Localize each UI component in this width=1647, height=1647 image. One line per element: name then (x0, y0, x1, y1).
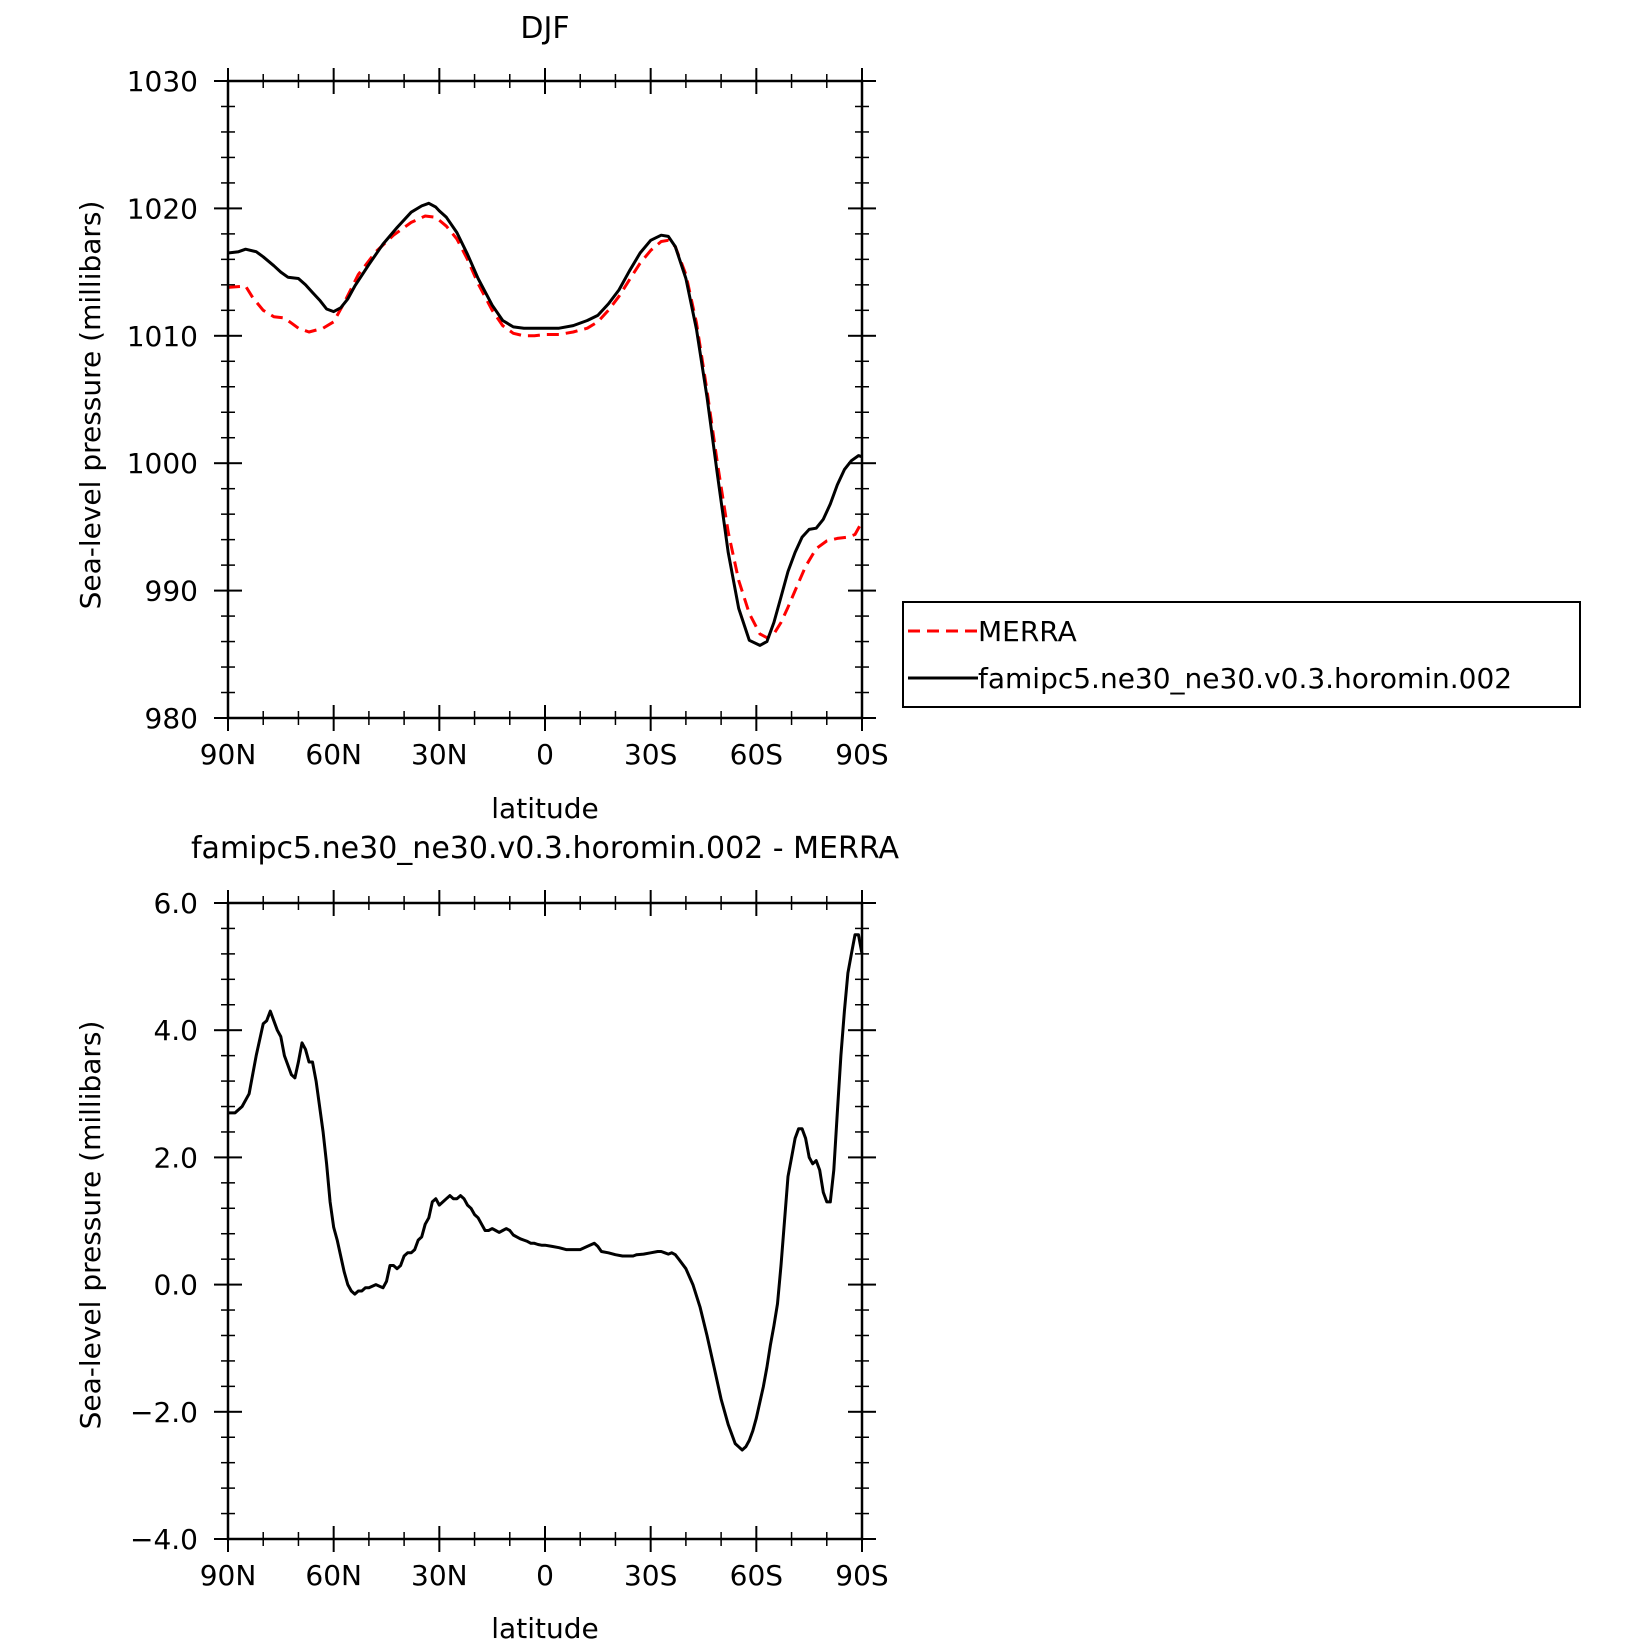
bottom-x-tick-label: 60S (730, 1559, 783, 1592)
bottom-y-axis-label: Sea-level pressure (millibars) (74, 1021, 107, 1430)
bottom-x-tick-label: 30S (624, 1559, 677, 1592)
bottom-series-line-difference (228, 933, 864, 1452)
top-chart-title: DJF (520, 11, 569, 46)
top-x-tick-label: 90N (200, 738, 257, 771)
top-y-tick-label: 1010 (127, 320, 198, 353)
bottom-x-tick-label: 0 (536, 1559, 554, 1592)
bottom-axis-ticks: 90N 60N 30N 0 30S 60S 90S −4.0 −2.0 0.0 2.0 4.0 6.0 (130, 887, 889, 1592)
top-y-tick-label: 980 (145, 702, 198, 735)
bottom-y-tick-label: 6.0 (153, 887, 198, 920)
top-x-tick-label: 0 (536, 738, 554, 771)
top-y-tick-label: 1000 (127, 447, 198, 480)
top-plot-frame (226, 79, 864, 720)
top-y-axis-label: Sea-level pressure (millibars) (74, 201, 107, 610)
top-x-tick-label: 60N (305, 738, 362, 771)
bottom-y-tick-label: 2.0 (153, 1141, 198, 1174)
bottom-x-tick-label: 60N (305, 1559, 362, 1592)
top-axis-ticks: 90N 60N 30N 0 30S 60S 90S 980 990 1000 1010 1020 103… (127, 65, 889, 771)
top-x-axis-label: latitude (491, 792, 598, 825)
top-x-tick-label: 30S (624, 738, 677, 771)
legend-model-label: famipc5.ne30_ne30.v0.3.horomin.002 (978, 662, 1512, 695)
top-panel-djf: DJF Sea-level pressure (millibars) latit… (74, 11, 889, 825)
legend-box (902, 601, 1581, 708)
top-x-tick-label: 90S (835, 738, 888, 771)
legend: MERRA famipc5.ne30_ne30.v0.3.horomin.002 (902, 601, 1581, 708)
legend-merra-label: MERRA (978, 615, 1077, 648)
bottom-plot-frame (226, 901, 864, 1541)
top-x-tick-label: 30N (411, 738, 468, 771)
top-series-line-merra (227, 214, 864, 640)
bottom-y-tick-label: 0.0 (153, 1269, 198, 1302)
top-series-line-model (227, 201, 863, 647)
top-y-tick-label: 1020 (127, 192, 198, 225)
top-series-group (227, 201, 864, 647)
bottom-panel-difference: famipc5.ne30_ne30.v0.3.horomin.002 - MER… (74, 831, 899, 1645)
bottom-chart-title: famipc5.ne30_ne30.v0.3.horomin.002 - MER… (191, 831, 899, 866)
top-x-tick-label: 60S (730, 738, 783, 771)
bottom-x-axis-label: latitude (491, 1612, 598, 1645)
bottom-x-tick-label: 90N (200, 1559, 257, 1592)
bottom-y-tick-label: −2.0 (130, 1396, 198, 1429)
top-y-tick-label: 1030 (127, 65, 198, 98)
bottom-x-tick-label: 30N (411, 1559, 468, 1592)
bottom-y-tick-label: −4.0 (130, 1523, 198, 1556)
bottom-y-tick-label: 4.0 (153, 1014, 198, 1047)
bottom-series-group (228, 933, 864, 1452)
top-y-tick-label: 990 (145, 575, 198, 608)
bottom-x-tick-label: 90S (835, 1559, 888, 1592)
